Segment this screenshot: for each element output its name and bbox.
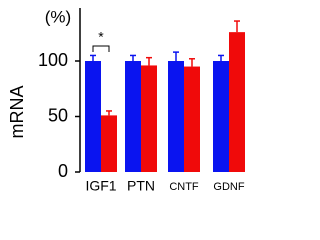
bar: [101, 115, 117, 172]
y-tick-label: 0: [58, 161, 68, 181]
annotation: *: [98, 29, 104, 45]
bar: [213, 61, 229, 172]
y-tick-label: 50: [48, 105, 68, 125]
unit-label: (%): [45, 7, 71, 26]
chart: (%) mRNA * 0 50 100 IGF1 PTN CNTF GDNF: [7, 7, 245, 194]
y-tick-label: 100: [38, 50, 68, 70]
significance-bracket: [92, 45, 110, 52]
bar: [184, 66, 200, 172]
bar: [125, 61, 141, 172]
bar: [141, 65, 157, 172]
y-axis-label: mRNA: [7, 86, 27, 139]
bar: [168, 61, 184, 172]
bar: [85, 61, 101, 172]
x-tick-label: CNTF: [169, 181, 199, 193]
x-tick-label: PTN: [127, 178, 155, 194]
bar: [229, 32, 245, 172]
x-tick-label: GDNF: [213, 181, 244, 193]
x-tick-label: IGF1: [85, 178, 116, 194]
